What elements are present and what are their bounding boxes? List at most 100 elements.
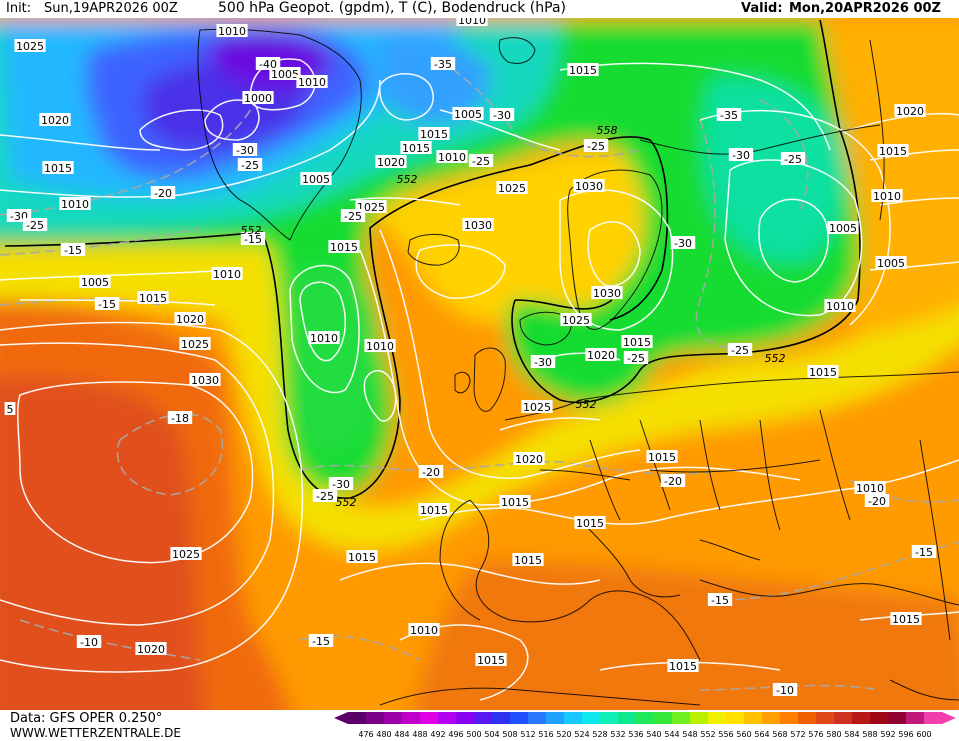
svg-text:1020: 1020 <box>176 313 204 326</box>
svg-text:1020: 1020 <box>377 156 405 169</box>
scale-tick-label: 588 <box>862 730 877 739</box>
scale-cell <box>798 712 817 724</box>
temperature-label: -25 <box>727 343 753 357</box>
temperature-label: -10 <box>76 635 102 649</box>
svg-text:-30: -30 <box>236 144 254 157</box>
pressure-label: 1025 <box>560 313 592 327</box>
svg-text:1010: 1010 <box>366 340 394 353</box>
pressure-label: 1015 <box>807 365 839 379</box>
scale-tick-label: 536 <box>628 730 643 739</box>
svg-text:-40: -40 <box>259 58 277 71</box>
svg-text:1010: 1010 <box>218 25 246 38</box>
temperature-label: -15 <box>707 593 733 607</box>
svg-text:1025: 1025 <box>498 182 526 195</box>
temperature-label: -30 <box>670 236 696 250</box>
temperature-label: -30 <box>232 143 258 157</box>
temperature-label: -15 <box>911 545 937 559</box>
svg-text:1030: 1030 <box>593 287 621 300</box>
svg-text:-15: -15 <box>98 298 116 311</box>
scale-cell <box>780 712 799 724</box>
pressure-label: 1010 <box>408 623 440 637</box>
temperature-label: -20 <box>418 465 444 479</box>
svg-text:1015: 1015 <box>420 128 448 141</box>
svg-text:-15: -15 <box>915 546 933 559</box>
svg-text:1015: 1015 <box>330 241 358 254</box>
temperature-label: -35 <box>430 57 456 71</box>
pressure-label: 1015 <box>42 161 74 175</box>
scale-tick-label: 488 <box>412 730 427 739</box>
svg-text:-20: -20 <box>868 495 886 508</box>
svg-text:1005: 1005 <box>302 173 330 186</box>
scale-cell <box>924 712 943 724</box>
pressure-label: 1015 <box>346 550 378 564</box>
svg-text:1015: 1015 <box>420 504 448 517</box>
scale-tick-label: 528 <box>592 730 607 739</box>
svg-text:-25: -25 <box>731 344 749 357</box>
pressure-label: 1015 <box>137 291 169 305</box>
pressure-label: 1020 <box>585 348 617 362</box>
scale-tick-label: 500 <box>466 730 481 739</box>
svg-text:1015: 1015 <box>348 551 376 564</box>
pressure-label: 1015 <box>328 240 360 254</box>
pressure-label: 1000 <box>242 91 274 105</box>
svg-text:5: 5 <box>7 403 14 416</box>
scale-cell <box>438 712 457 724</box>
data-source-label: Data: GFS OPER 0.250° <box>10 711 163 726</box>
valid-value: Mon,20APR2026 00Z <box>789 1 941 16</box>
svg-text:1025: 1025 <box>523 401 551 414</box>
temperature-label: -10 <box>772 683 798 697</box>
scale-tick-label: 572 <box>790 730 805 739</box>
scale-tick-label: 532 <box>610 730 625 739</box>
svg-text:1030: 1030 <box>575 180 603 193</box>
svg-text:1015: 1015 <box>623 336 651 349</box>
svg-text:1010: 1010 <box>458 18 486 27</box>
map-canvas: 1025 1010 1010 1005 1010 1000 1020 1015 1005 1015… <box>0 18 959 710</box>
svg-text:1015: 1015 <box>139 292 167 305</box>
svg-text:-30: -30 <box>732 149 750 162</box>
weather-map[interactable]: 1025 1010 1010 1005 1010 1000 1020 1015 1005 1015… <box>0 18 959 710</box>
scale-tick-label: 560 <box>736 730 751 739</box>
scale-tick-label: 548 <box>682 730 697 739</box>
svg-text:1005: 1005 <box>454 108 482 121</box>
svg-text:1015: 1015 <box>569 64 597 77</box>
svg-text:558: 558 <box>597 124 618 137</box>
svg-text:-30: -30 <box>534 356 552 369</box>
svg-text:552: 552 <box>241 224 262 237</box>
temperature-label: -20 <box>150 186 176 200</box>
svg-text:-25: -25 <box>627 352 645 365</box>
scale-cell <box>402 712 421 724</box>
scale-tick-label: 476 <box>358 730 373 739</box>
scale-tick-label: 480 <box>376 730 391 739</box>
valid-label: Valid: <box>741 1 783 16</box>
website-label: WWW.WETTERZENTRALE.DE <box>10 726 181 740</box>
scale-cell <box>744 712 763 724</box>
svg-text:1030: 1030 <box>191 374 219 387</box>
svg-text:-15: -15 <box>711 594 729 607</box>
pressure-label: 1010 <box>824 299 856 313</box>
init-value: Sun,19APR2026 00Z <box>44 1 178 16</box>
map-header: Init: Sun,19APR2026 00Z 500 hPa Geopot. … <box>0 0 959 18</box>
pressure-label: 1020 <box>174 312 206 326</box>
temperature-label: -20 <box>864 494 890 508</box>
pressure-label: 1030 <box>591 286 623 300</box>
pressure-label: 1030 <box>189 373 221 387</box>
svg-text:1015: 1015 <box>501 496 529 509</box>
svg-text:552: 552 <box>336 496 357 509</box>
pressure-label: 1020 <box>894 104 926 118</box>
geopotential-label: 558 <box>597 124 618 137</box>
scale-cell <box>654 712 673 724</box>
svg-text:1015: 1015 <box>514 554 542 567</box>
svg-text:1015: 1015 <box>809 366 837 379</box>
geopotential-label: 552 <box>336 496 357 509</box>
svg-text:1015: 1015 <box>576 517 604 530</box>
pressure-label: 1015 <box>475 653 507 667</box>
temperature-label: -25 <box>583 139 609 153</box>
svg-text:1010: 1010 <box>410 624 438 637</box>
pressure-label: 1025 <box>14 39 46 53</box>
scale-cell <box>834 712 853 724</box>
pressure-label: 1010 <box>308 331 340 345</box>
pressure-label: 1010 <box>211 267 243 281</box>
scale-cell <box>906 712 925 724</box>
scale-cell <box>348 712 367 724</box>
pressure-label: 1005 <box>875 256 907 270</box>
